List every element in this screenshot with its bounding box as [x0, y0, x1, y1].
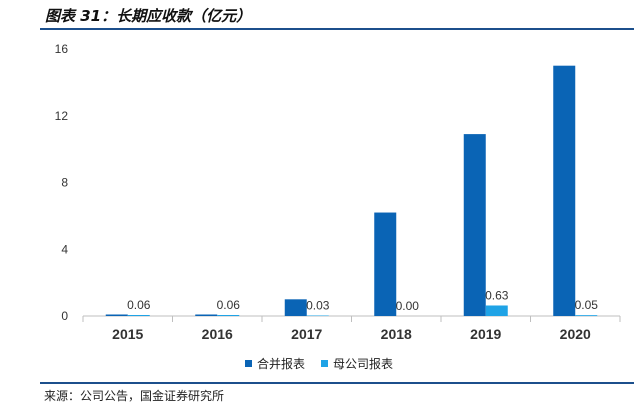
bar-consolidated-2020: [553, 65, 576, 316]
chart-legend: 合并报表 母公司报表: [0, 355, 638, 372]
bar-parent-2020: [575, 315, 598, 316]
legend-item-parent: 母公司报表: [321, 355, 393, 372]
x-tick-label-2020: 2020: [560, 326, 591, 342]
y-tick-label-2: 8: [61, 176, 68, 190]
y-tick-label-3: 12: [55, 109, 69, 123]
bar-consolidated-2017: [284, 299, 307, 316]
bar-parent-2019: [485, 305, 508, 316]
bar-consolidated-2018: [374, 212, 397, 316]
x-tick-label-2016: 2016: [202, 326, 233, 342]
bar-parent-2017: [306, 315, 329, 316]
bar-consolidated-2019: [463, 134, 486, 316]
y-tick-label-0: 0: [61, 309, 68, 323]
data-label-parent-2015: 0.06: [127, 298, 151, 312]
legend-label-consolidated: 合并报表: [256, 357, 305, 371]
source-footer: 来源：公司公告，国金证券研究所: [40, 382, 634, 403]
x-tick-label-2015: 2015: [112, 326, 143, 342]
long-term-receivables-chart: 0 4 8 12 16 0.06 2015 0.06 2016 0.03 2017 0.00 2018 0…: [55, 42, 621, 342]
bar-consolidated-2016: [195, 314, 218, 316]
y-tick-label-4: 16: [55, 42, 69, 56]
x-tick-label-2018: 2018: [381, 326, 412, 342]
source-note: 来源：公司公告，国金证券研究所: [44, 389, 225, 403]
data-label-parent-2018: 0.00: [396, 299, 420, 313]
figure-title: 图表 31：长期应收款（亿元）: [45, 7, 252, 25]
bar-consolidated-2015: [105, 314, 128, 316]
data-label-parent-2017: 0.03: [306, 298, 330, 312]
bar-parent-2015: [127, 314, 150, 316]
y-tick-label-1: 4: [61, 242, 68, 256]
data-label-parent-2019: 0.63: [485, 288, 509, 302]
x-tick-label-2019: 2019: [470, 326, 501, 342]
data-label-parent-2016: 0.06: [217, 298, 241, 312]
legend-item-consolidated: 合并报表: [244, 355, 305, 372]
legend-label-parent: 母公司报表: [333, 357, 394, 371]
figure-title-bar: 图表 31：长期应收款（亿元）: [40, 0, 634, 30]
x-tick-label-2017: 2017: [291, 326, 322, 342]
bar-parent-2016: [217, 314, 240, 316]
data-label-parent-2020: 0.05: [575, 298, 599, 312]
legend-swatch-parent: [321, 360, 328, 367]
legend-swatch-consolidated: [244, 360, 252, 367]
